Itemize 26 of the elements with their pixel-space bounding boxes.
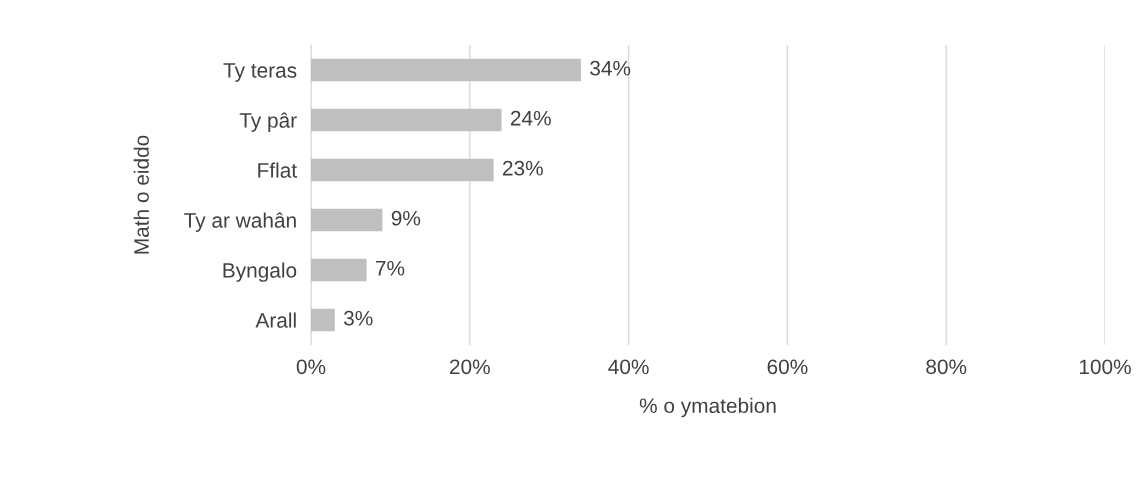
bar bbox=[311, 308, 335, 332]
x-tick-label: 100% bbox=[1079, 359, 1131, 375]
x-tick-label: 0% bbox=[296, 359, 326, 375]
data-label: 34% bbox=[590, 60, 631, 76]
bar bbox=[311, 108, 502, 132]
y-tick-label: Ty teras bbox=[223, 63, 297, 82]
y-tick-label: Fflat bbox=[258, 162, 297, 178]
x-tick-label: 60% bbox=[767, 359, 808, 375]
data-label: 3% bbox=[343, 310, 373, 326]
y-tick-label: Ty pâr bbox=[239, 112, 297, 132]
y-tick-label: Arall bbox=[255, 312, 296, 328]
data-label: 24% bbox=[510, 110, 551, 126]
data-label: 23% bbox=[503, 160, 543, 176]
bar bbox=[311, 208, 383, 232]
x-tick-label: 20% bbox=[450, 359, 490, 375]
data-label: 9% bbox=[391, 210, 421, 226]
bar bbox=[311, 58, 581, 82]
y-tick-label: Ty ar wahân bbox=[184, 212, 296, 232]
bar bbox=[311, 158, 494, 182]
x-axis-title: % o ymatebion bbox=[639, 397, 776, 418]
y-axis-title: Math o eiddo bbox=[133, 135, 149, 254]
bar bbox=[311, 258, 367, 282]
y-tick-label: Byngalo bbox=[223, 262, 297, 282]
x-tick-label: 80% bbox=[926, 359, 967, 375]
x-tick-label: 40% bbox=[608, 359, 649, 375]
data-label: 7% bbox=[375, 260, 405, 276]
